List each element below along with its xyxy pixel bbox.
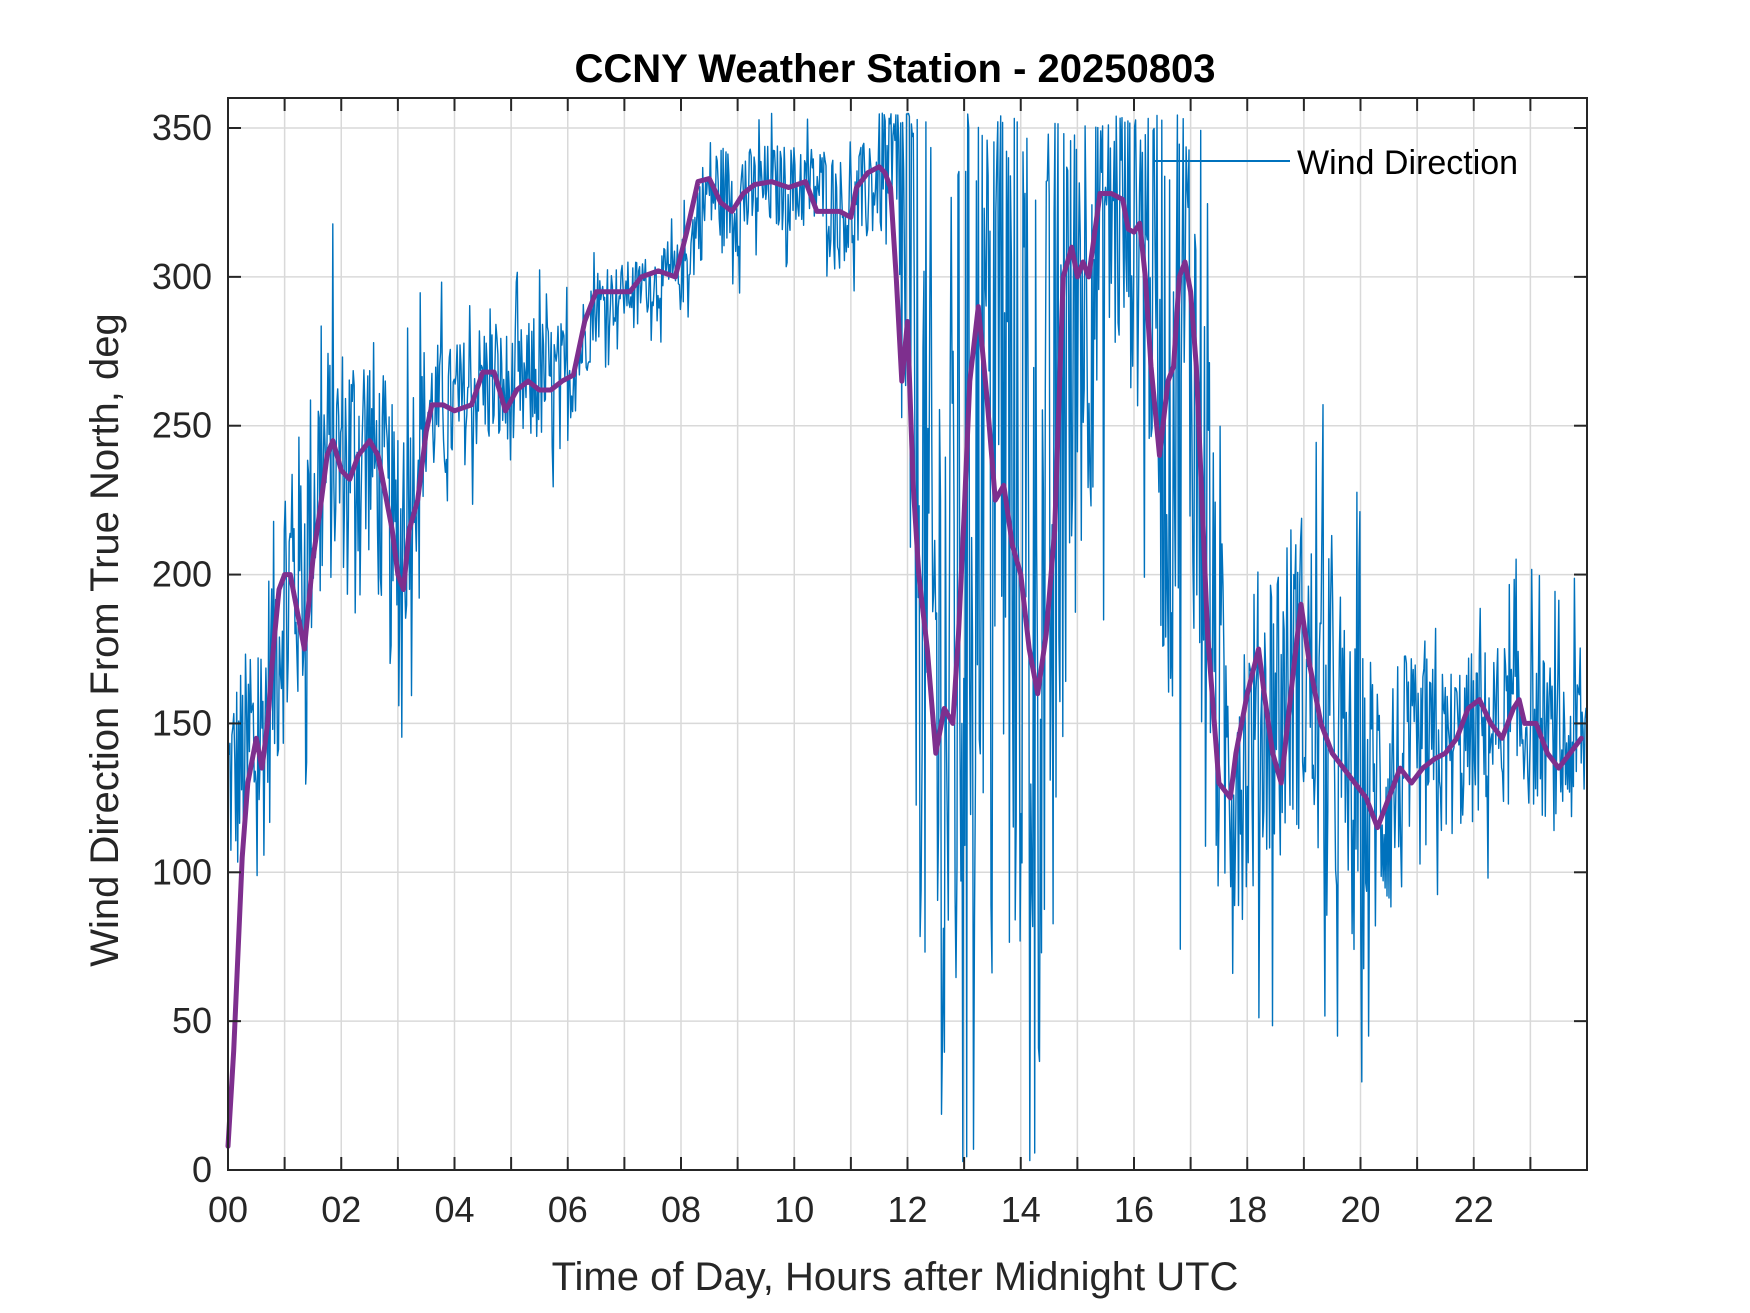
x-tick-label: 06 bbox=[548, 1189, 588, 1230]
x-tick-label: 04 bbox=[434, 1189, 474, 1230]
chart-title: CCNY Weather Station - 20250803 bbox=[575, 47, 1216, 91]
x-tick-label: 10 bbox=[774, 1189, 814, 1230]
x-axis-label: Time of Day, Hours after Midnight UTC bbox=[552, 1255, 1239, 1299]
y-tick-label: 100 bbox=[152, 851, 212, 892]
x-tick-label: 18 bbox=[1227, 1189, 1267, 1230]
x-tick-label: 16 bbox=[1114, 1189, 1154, 1230]
x-tick-label: 12 bbox=[887, 1189, 927, 1230]
x-tick-label: 00 bbox=[208, 1189, 248, 1230]
series-wind-direction bbox=[227, 112, 1588, 1163]
x-tick-labels: 00 02 04 06 08 10 12 14 16 18 20 22 bbox=[208, 1189, 1494, 1230]
x-tick-label: 20 bbox=[1340, 1189, 1380, 1230]
y-tick-label: 0 bbox=[192, 1149, 212, 1190]
y-tick-label: 300 bbox=[152, 256, 212, 297]
y-tick-label: 250 bbox=[152, 405, 212, 446]
y-tick-labels: 0 50 100 150 200 250 300 350 bbox=[152, 107, 212, 1190]
legend-label-wind-direction: Wind Direction bbox=[1297, 144, 1518, 182]
series-smoothed-wind-direction bbox=[225, 164, 1584, 1149]
legend: Wind Direction bbox=[1155, 144, 1518, 182]
x-tick-label: 02 bbox=[321, 1189, 361, 1230]
x-tick-label: 22 bbox=[1454, 1189, 1494, 1230]
x-tick-label: 08 bbox=[661, 1189, 701, 1230]
y-tick-label: 50 bbox=[172, 1000, 212, 1041]
smoothed-wind-direction-line bbox=[225, 164, 1584, 1149]
y-tick-label: 200 bbox=[152, 554, 212, 595]
y-axis-label: Wind Direction From True North, deg bbox=[83, 313, 127, 967]
y-tick-label: 350 bbox=[152, 107, 212, 148]
x-tick-label: 14 bbox=[1001, 1189, 1041, 1230]
axis-ticks bbox=[227, 98, 1588, 1171]
wind-direction-line bbox=[227, 112, 1588, 1163]
y-tick-label: 150 bbox=[152, 702, 212, 743]
